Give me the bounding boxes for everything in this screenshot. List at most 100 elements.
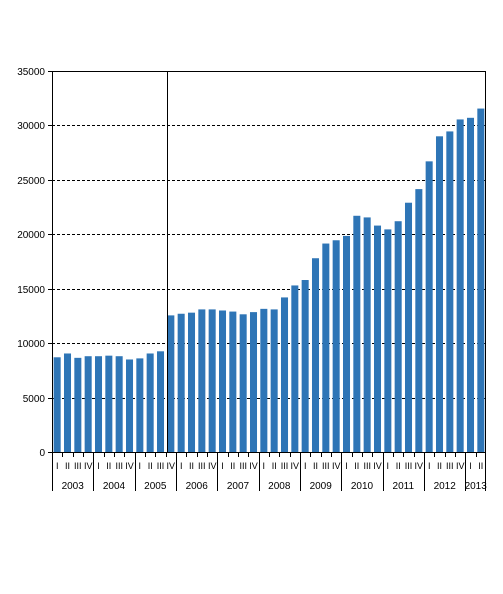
bar <box>156 351 165 452</box>
bar <box>394 221 402 452</box>
quarter-label: IV <box>373 461 382 471</box>
year-label: 2007 <box>227 481 250 492</box>
bar <box>229 311 237 452</box>
bar <box>74 357 82 452</box>
quarter-label: IV <box>167 461 176 471</box>
year-label: 2005 <box>144 481 167 492</box>
bar <box>167 315 175 452</box>
bar <box>373 225 382 452</box>
quarter-label: I <box>139 461 142 471</box>
bar <box>301 280 309 452</box>
bar <box>322 243 330 452</box>
year-label: 2004 <box>103 481 126 492</box>
bars <box>53 108 485 453</box>
bar <box>291 285 299 452</box>
y-tick-label: 35000 <box>17 67 45 78</box>
quarter-label: II <box>148 461 153 471</box>
year-label: 2009 <box>310 481 333 492</box>
quarter-label: II <box>189 461 194 471</box>
quarter-label: I <box>345 461 348 471</box>
bar <box>415 189 423 453</box>
y-tick-label: 20000 <box>17 230 45 241</box>
quarter-label: II <box>396 461 401 471</box>
x-axis: I II III IV I II III IV I II III IV I II III IV I II III IV… <box>52 71 487 492</box>
bar <box>270 309 278 452</box>
quarter-label: II <box>106 461 111 471</box>
bar <box>125 359 134 452</box>
bar <box>260 308 268 452</box>
y-tick-label: 0 <box>39 448 45 459</box>
quarter-label: III <box>405 461 413 471</box>
quarter-label: III <box>198 461 206 471</box>
quarter-label: II <box>65 461 70 471</box>
year-label: 2012 <box>434 481 457 492</box>
year-label: 2006 <box>186 481 209 492</box>
bar <box>456 119 464 452</box>
quarter-label: II <box>272 461 277 471</box>
bar <box>177 313 185 452</box>
bar <box>239 314 247 452</box>
bar <box>353 215 361 452</box>
bar <box>425 161 433 452</box>
bar <box>218 310 227 452</box>
quarter-label: II <box>313 461 318 471</box>
quarter-label: IV <box>456 461 465 471</box>
bar <box>115 356 123 452</box>
bar <box>384 229 392 452</box>
bar <box>105 355 113 452</box>
quarter-label: III <box>322 461 330 471</box>
y-tick-label: 5000 <box>23 394 46 405</box>
year-label: 2008 <box>268 481 291 492</box>
quarter-label: II <box>354 461 359 471</box>
y-tick-label: 15000 <box>17 285 45 296</box>
quarter-label: III <box>446 461 454 471</box>
bar <box>404 202 413 452</box>
year-label: 2011 <box>393 481 415 492</box>
quarter-label: IV <box>291 461 300 471</box>
quarter-label: I <box>221 461 224 471</box>
quarter-label: IV <box>125 461 134 471</box>
quarter-label: IV <box>84 461 93 471</box>
bar <box>477 108 485 452</box>
bar <box>332 240 340 452</box>
year-label: 2013 <box>465 481 488 492</box>
bar <box>446 131 454 453</box>
bar <box>63 353 72 452</box>
quarter-label: II <box>230 461 235 471</box>
bar <box>466 117 475 452</box>
quarter-label: III <box>363 461 371 471</box>
quarter-label: I <box>180 461 183 471</box>
quarter-label: III <box>157 461 165 471</box>
y-tick-label: 10000 <box>17 339 45 350</box>
bar <box>311 258 320 452</box>
quarter-label: IV <box>208 461 217 471</box>
bar <box>94 356 103 452</box>
quarter-label: I <box>428 461 431 471</box>
bar <box>84 356 92 452</box>
bar <box>146 353 154 452</box>
bar <box>208 309 216 452</box>
quarter-label: III <box>74 461 82 471</box>
bar <box>435 136 444 452</box>
bar <box>53 357 61 452</box>
quarter-label: I <box>469 461 472 471</box>
year-label: 2010 <box>351 481 374 492</box>
y-tick-label: 30000 <box>17 121 45 132</box>
quarter-label: IV <box>249 461 258 471</box>
bar <box>198 309 206 452</box>
quarter-label: IV <box>332 461 341 471</box>
quarter-label: III <box>281 461 289 471</box>
quarter-label: I <box>263 461 266 471</box>
bar <box>342 235 351 452</box>
year-label: 2003 <box>62 481 85 492</box>
quarter-label: II <box>437 461 442 471</box>
y-tick-label: 25000 <box>17 176 45 187</box>
quarter-label: II <box>478 461 483 471</box>
quarter-label: III <box>115 461 123 471</box>
quarter-label: IV <box>415 461 424 471</box>
quarter-label: I <box>387 461 390 471</box>
quarter-label: I <box>56 461 59 471</box>
quarter-label: III <box>239 461 247 471</box>
bar <box>280 297 289 452</box>
